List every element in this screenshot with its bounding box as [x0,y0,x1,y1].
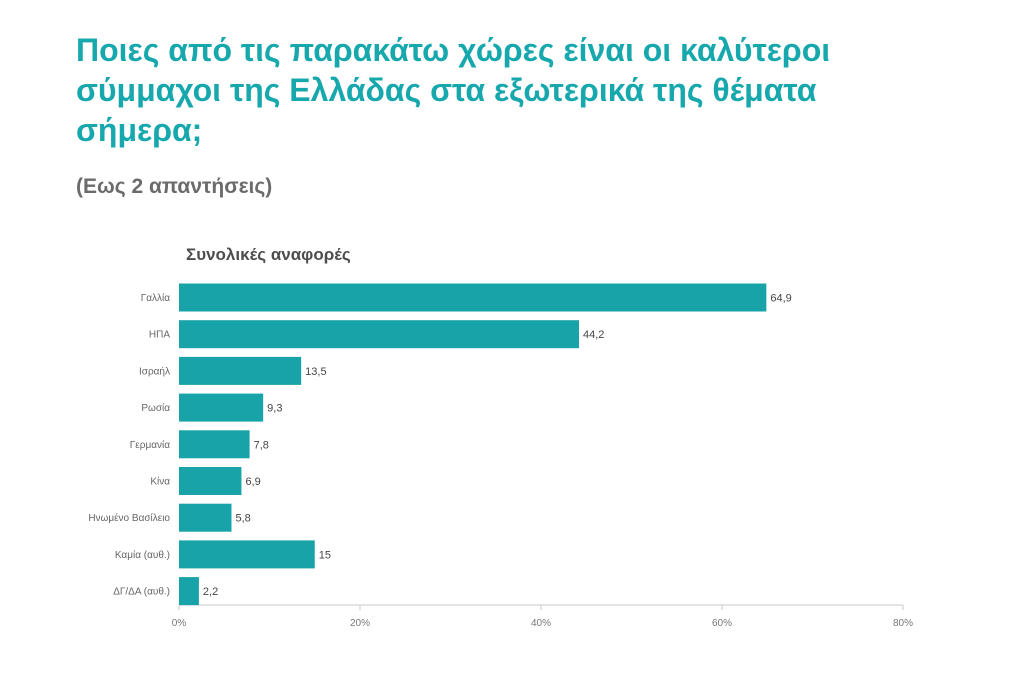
value-label: 13,5 [305,366,326,378]
bar [179,467,242,495]
value-label: 6,9 [245,476,260,488]
bar [179,540,315,569]
value-label: 2,2 [203,586,218,598]
bar [179,356,302,385]
category-label: Γαλλία [141,292,171,304]
value-label: 15 [319,549,331,561]
value-label: 5,8 [235,513,250,525]
page-title: Ποιες από τις παρακάτω χώρες είναι οι κα… [76,32,831,148]
category-label: Γερμανία [130,439,170,451]
bar [179,393,264,422]
x-tick-label: 40% [531,618,551,629]
category-label: Κίνα [150,476,170,488]
bar [179,430,250,459]
value-label: 64,9 [770,293,791,305]
x-tick-label: 20% [350,618,370,629]
bar [179,577,199,606]
bar [179,320,580,349]
value-label: 9,3 [267,403,282,415]
x-tick-label: 60% [712,618,732,629]
category-label: Ηνωμένο Βασίλειο [88,512,170,524]
category-label: Ρωσία [141,402,170,414]
category-label: Καμία (αυθ.) [115,549,170,561]
x-tick-label: 0% [172,618,187,629]
category-label: ΗΠΑ [149,330,170,341]
bar [179,503,232,532]
category-label: ΔΓ/ΔΑ (αυθ.) [113,587,170,598]
value-label: 7,8 [254,439,269,451]
bar [179,283,767,312]
chart-title: Συνολικές αναφορές [186,245,351,264]
page-subtitle: (Εως 2 απαντήσεις) [76,175,273,198]
value-label: 44,2 [583,329,604,341]
x-tick-label: 80% [893,618,913,629]
category-label: Ισραήλ [139,365,170,377]
